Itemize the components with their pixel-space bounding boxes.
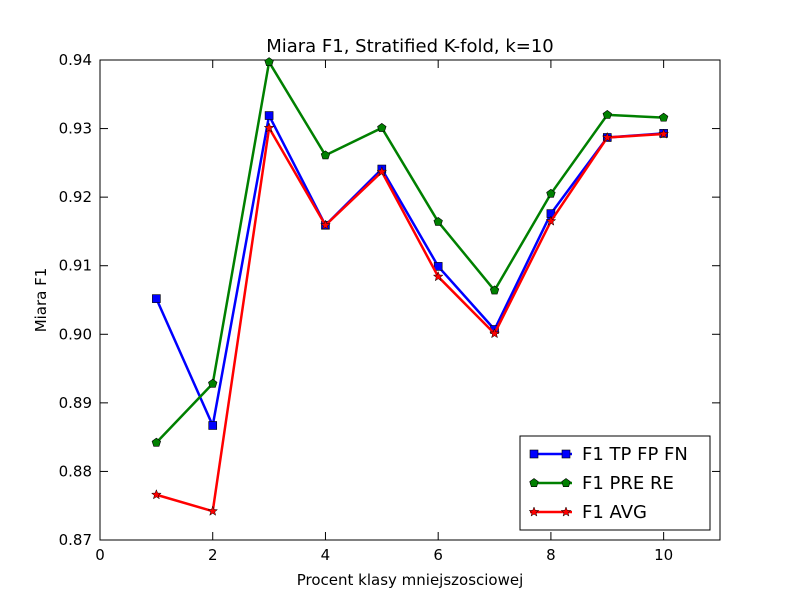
data-point (545, 215, 557, 226)
data-point (263, 122, 275, 133)
x-tick-label: 8 (546, 546, 556, 564)
x-tick-label: 10 (654, 546, 673, 564)
y-tick-label: 0.91 (59, 257, 92, 275)
x-tick-label: 2 (208, 546, 218, 564)
chart-title: Miara F1, Stratified K-fold, k=10 (266, 36, 554, 57)
y-tick-label: 0.87 (59, 531, 92, 549)
y-tick-label: 0.93 (59, 120, 92, 138)
data-point (150, 489, 162, 500)
y-tick-label: 0.92 (59, 188, 92, 206)
x-tick-label: 6 (433, 546, 443, 564)
data-point (320, 150, 331, 160)
data-point (659, 112, 669, 122)
y-axis-label: Miara F1 (32, 268, 50, 333)
y-tick-label: 0.90 (59, 325, 92, 343)
legend-label: F1 AVG (582, 502, 647, 523)
data-point (208, 421, 218, 430)
legend-marker (528, 506, 540, 517)
data-point (489, 327, 500, 339)
series-line-2 (155, 60, 664, 444)
data-point (658, 128, 670, 139)
data-point (208, 378, 218, 388)
data-point (151, 437, 161, 447)
data-point (432, 270, 444, 282)
data-point (207, 505, 219, 516)
x-tick-label: 0 (95, 546, 105, 564)
series-line-3 (156, 126, 664, 513)
legend-marker (560, 506, 572, 517)
x-tick-label: 4 (321, 546, 331, 564)
y-tick-label: 0.94 (59, 51, 92, 69)
legend-marker (561, 478, 571, 487)
data-point (602, 109, 612, 119)
data-point (152, 294, 161, 303)
legend-marker (529, 478, 539, 487)
data-point (601, 131, 613, 143)
x-axis-label: Procent klasy mniejszosciowej (297, 571, 524, 589)
legend-marker (529, 449, 539, 459)
legend-marker (561, 449, 571, 459)
data-point (433, 216, 443, 226)
y-tick-label: 0.89 (59, 394, 92, 412)
legend: F1 TP FP FN F1 PRE RE F1 AVG (519, 435, 711, 531)
data-point (433, 262, 443, 271)
data-point (546, 188, 556, 198)
data-point (489, 285, 500, 295)
series-line-1 (155, 114, 664, 427)
data-point (377, 123, 387, 132)
data-point (320, 219, 331, 230)
y-tick-label: 0.88 (59, 462, 92, 480)
data-point (264, 57, 274, 66)
data-point (264, 111, 274, 120)
legend-label: F1 PRE RE (582, 473, 674, 494)
legend-label: F1 TP FP FN (582, 444, 688, 465)
data-point (376, 166, 388, 177)
